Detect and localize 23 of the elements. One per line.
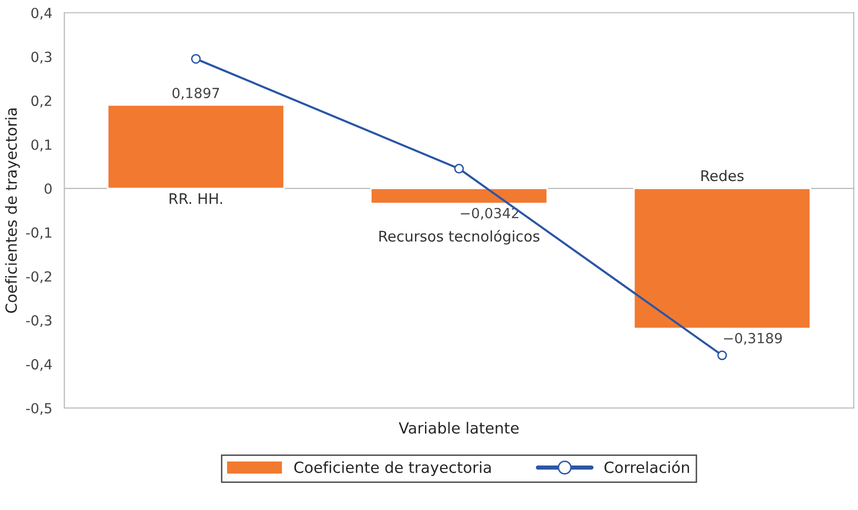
point	[717, 350, 728, 360]
y-tick-label: -0,4	[26, 359, 52, 371]
data-label: −0,3189	[724, 332, 782, 345]
data-label: 0,1897	[172, 88, 220, 100]
y-axis-title: Coeficientes de trayectoria	[5, 108, 20, 313]
y-tick-label: -0,2	[26, 271, 52, 284]
y-tick-label: -0,5	[26, 402, 52, 415]
y-tick-label: 0,3	[31, 52, 52, 64]
legend-label: Correlación	[604, 460, 689, 474]
y-tick-label: 0	[44, 183, 52, 194]
y-tick-label: -0,3	[26, 315, 52, 328]
y-tick-label: 0,4	[31, 8, 52, 20]
x-tick-label: RR. HH.	[170, 193, 222, 204]
y-tick-label: 0,2	[31, 96, 52, 108]
x-axis-title: Variable latente	[398, 422, 519, 434]
data-label: −0,0342	[460, 208, 518, 220]
legend-label: Coeficiente de trayectoria	[294, 461, 491, 476]
y-tick-label: -0,1	[26, 227, 52, 240]
point	[191, 54, 201, 64]
x-tick-label: Recursos tecnológicos	[379, 230, 540, 245]
point	[454, 164, 464, 174]
x-tick-label: Redes	[701, 170, 744, 182]
y-tick-label: 0,1	[31, 139, 52, 152]
